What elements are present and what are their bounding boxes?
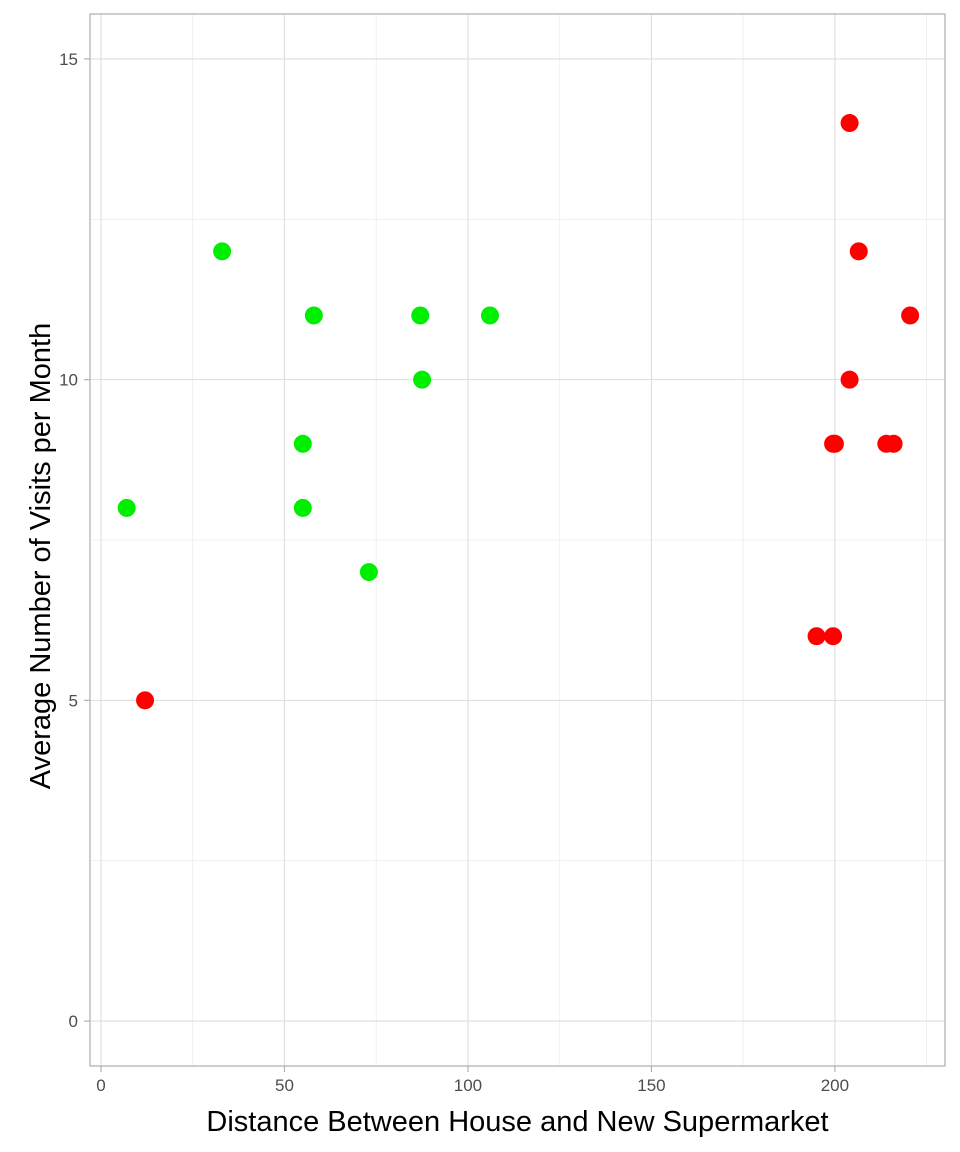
y-axis-title: Average Number of Visits per Month <box>25 323 57 789</box>
data-point-red <box>807 627 826 646</box>
x-tick-label: 50 <box>275 1076 294 1095</box>
data-point-red <box>136 691 155 710</box>
minor-gridlines <box>90 14 945 1066</box>
y-axis-ticks: 0 5 10 15 <box>59 50 90 1031</box>
data-point-green <box>293 434 312 453</box>
x-tick-label: 200 <box>821 1076 849 1095</box>
y-tick-label: 10 <box>59 371 78 390</box>
data-point-red <box>840 370 859 389</box>
data-point-green <box>293 498 312 517</box>
x-axis-title: Distance Between House and New Supermark… <box>206 1106 828 1138</box>
x-tick-label: 150 <box>637 1076 665 1095</box>
data-point-green <box>304 306 323 325</box>
data-point-red <box>825 434 844 453</box>
data-point-green <box>413 370 432 389</box>
data-point-red <box>901 306 920 325</box>
plot-panel <box>89 13 946 1067</box>
data-point-red <box>840 114 859 133</box>
data-point-red <box>884 434 903 453</box>
data-point-red <box>849 242 868 261</box>
y-tick-label: 15 <box>59 50 78 69</box>
data-point-green <box>359 563 378 582</box>
major-gridlines <box>90 14 945 1066</box>
y-tick-label: 5 <box>69 691 78 710</box>
x-axis-ticks: 0 50 100 150 200 <box>96 1066 849 1095</box>
x-tick-label: 100 <box>454 1076 482 1095</box>
data-point-green <box>411 306 430 325</box>
data-point-green <box>117 498 136 517</box>
data-point-green <box>480 306 499 325</box>
data-point-red <box>824 627 843 646</box>
y-tick-label: 0 <box>69 1012 78 1031</box>
data-points <box>117 114 920 710</box>
x-tick-label: 0 <box>96 1076 105 1095</box>
data-point-green <box>213 242 232 261</box>
